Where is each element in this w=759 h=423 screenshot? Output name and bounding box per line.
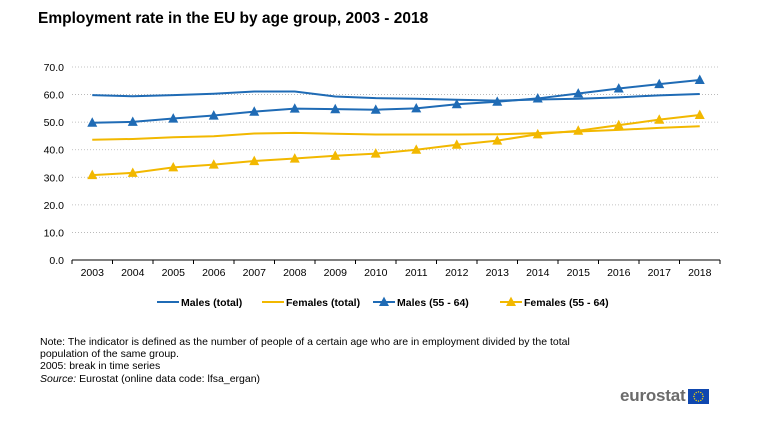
note-line-2: population of the same group. [40, 348, 179, 361]
data-point-marker [411, 102, 422, 113]
data-point-marker [694, 74, 705, 85]
x-tick-label: 2013 [486, 267, 510, 279]
data-point-marker [411, 144, 422, 154]
x-tick-label: 2005 [162, 267, 186, 279]
data-point-marker [208, 110, 219, 120]
source-line: Source: Eurostat (online data code: lfsa… [40, 373, 630, 385]
x-tick-label: 2003 [81, 267, 105, 279]
legend-marker [506, 296, 516, 307]
y-tick-label: 70.0 [44, 62, 65, 74]
data-point-marker [87, 117, 98, 127]
data-point-marker [330, 103, 341, 114]
x-tick-label: 2008 [283, 267, 307, 279]
x-tick-label: 2007 [243, 267, 267, 279]
data-point-marker [127, 116, 138, 126]
x-tick-label: 2014 [526, 267, 550, 279]
note-line-3: 2005: break in time series [40, 360, 161, 373]
data-point-marker [451, 139, 462, 149]
x-tick-label: 2018 [688, 267, 712, 279]
legend-label: Females (total) [286, 297, 360, 309]
source-label: Source: [40, 372, 77, 385]
data-point-marker [168, 161, 179, 172]
flag-star [698, 399, 700, 402]
data-point-marker [208, 159, 219, 169]
data-point-marker [613, 119, 624, 130]
data-point-marker [451, 98, 462, 109]
y-tick-label: 10.0 [44, 227, 65, 239]
series-line [92, 125, 700, 141]
flag-star [700, 391, 702, 393]
legend-label: Males (total) [181, 297, 242, 309]
x-tick-label: 2011 [405, 267, 428, 279]
employment-line-chart: 0.0 10.0 20.0 30.0 40.0 50.0 60.0 70.0 2003 2004 2… [44, 62, 721, 309]
data-point-marker [573, 125, 584, 135]
x-tick-label: 2004 [121, 267, 145, 279]
y-tick-label: 20.0 [44, 200, 65, 212]
notes-block: Note: The indicator is defined as the nu… [40, 336, 630, 385]
data-point-marker [289, 153, 300, 163]
x-tick-label: 2012 [445, 267, 469, 279]
data-point-marker [492, 96, 503, 106]
data-point-marker [87, 169, 98, 180]
flag-star [695, 399, 698, 401]
data-point-marker [694, 109, 705, 120]
note-line-1: Note: The indicator is defined as the nu… [40, 336, 570, 348]
flag-star [694, 397, 696, 399]
data-point-marker [613, 83, 624, 93]
flag-star [702, 397, 704, 399]
flag-star [694, 393, 696, 395]
data-point-marker [330, 150, 341, 160]
data-point-marker [289, 103, 300, 113]
y-tick-label: 0.0 [49, 255, 64, 267]
y-tick-label: 30.0 [44, 172, 65, 184]
data-point-marker [654, 78, 665, 89]
legend-marker [379, 296, 389, 307]
data-point-marker [370, 148, 381, 158]
legend-label: Males (55 - 64) [397, 297, 469, 309]
flag-star [700, 399, 702, 401]
data-point-marker [532, 93, 543, 103]
x-tick-label: 2010 [364, 267, 388, 279]
flag-star [698, 390, 700, 393]
chart-title: Employment rate in the EU by age group, … [38, 10, 429, 27]
x-tick-label: 2016 [607, 267, 631, 279]
y-tick-label: 60.0 [44, 90, 65, 102]
data-point-marker [127, 167, 138, 177]
series-line [92, 90, 700, 102]
data-point-marker [370, 104, 381, 114]
data-point-marker [654, 114, 665, 124]
series-line [92, 113, 700, 177]
x-tick-label: 2015 [567, 267, 591, 279]
series-line [92, 78, 700, 124]
flag-star [702, 393, 704, 395]
source-text: Eurostat (online data code: lfsa_ergan) [76, 372, 261, 385]
flag-star [693, 395, 696, 397]
eu-flag-icon [688, 388, 710, 404]
y-tick-label: 50.0 [44, 117, 65, 129]
flag-star [702, 395, 705, 397]
data-point-marker [532, 128, 543, 139]
x-tick-label: 2006 [202, 267, 226, 279]
data-point-marker [249, 155, 260, 166]
data-point-marker [492, 135, 503, 145]
y-tick-label: 40.0 [44, 145, 65, 157]
x-tick-label: 2017 [648, 267, 672, 279]
eurostat-logo: eurostat [620, 385, 710, 407]
data-point-marker [573, 88, 584, 98]
data-point-marker [168, 113, 179, 123]
eurostat-wordmark: eurostat [620, 386, 686, 405]
flag-star [695, 391, 698, 393]
data-point-marker [249, 106, 260, 116]
legend-label: Females (55 - 64) [524, 297, 609, 309]
x-tick-label: 2009 [324, 267, 348, 279]
